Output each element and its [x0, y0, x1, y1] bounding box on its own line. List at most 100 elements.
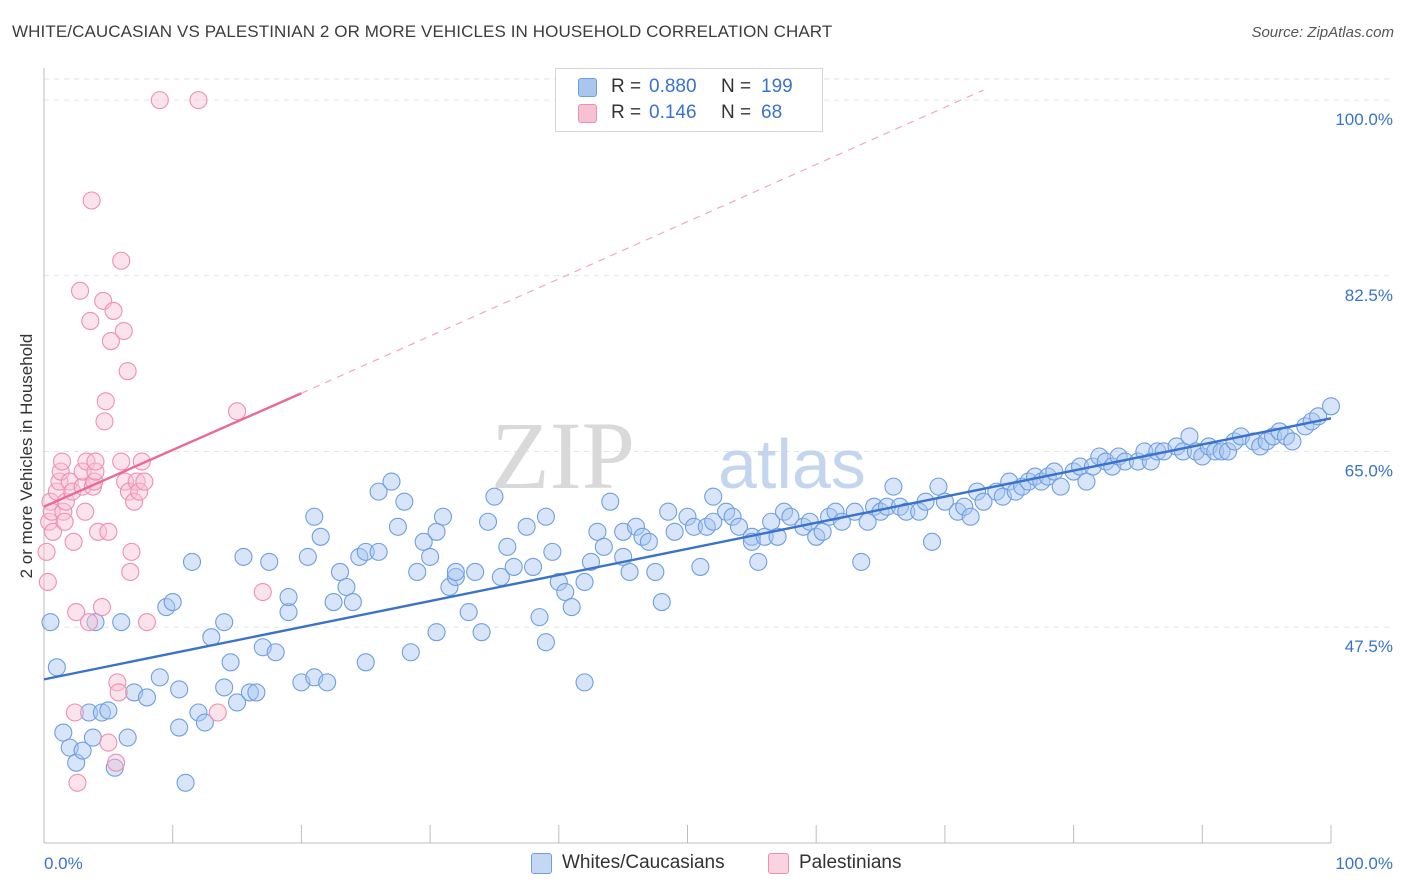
legend-item-palestinians[interactable]: Palestinians [768, 852, 901, 874]
white-caucasian-point [498, 537, 517, 556]
white-caucasian-point [478, 512, 498, 531]
white-caucasian-point [749, 552, 768, 571]
white-caucasian-point [536, 507, 555, 526]
white-caucasian-point [678, 507, 697, 526]
white-caucasian-point [182, 552, 202, 571]
white-caucasian-point [279, 587, 298, 607]
palestinian-point [107, 753, 126, 772]
legend-label-palestinians: Palestinians [799, 852, 902, 873]
legend-row-palestinians: R = 0.146 N = 68 [578, 100, 782, 126]
trend-lines [43, 89, 1332, 681]
white-caucasian-point [472, 623, 491, 642]
palestinian-point [89, 522, 108, 541]
palestinian-point [112, 452, 131, 471]
white-caucasian-point [388, 517, 407, 536]
white-caucasian-point [974, 492, 993, 511]
y-tick-labels: 47.5% 65.0% 82.5% 100.0% [1335, 110, 1393, 656]
white-caucasian-point [298, 547, 317, 566]
white-caucasian-point [41, 613, 60, 632]
legend-n-label: N = [721, 76, 752, 97]
palestinian-point [82, 191, 101, 210]
trend-line-palestinians [43, 392, 302, 508]
white-caucasian-point [337, 577, 356, 597]
white-caucasian-point [485, 487, 504, 506]
legend-n-label: N = [721, 102, 752, 123]
white-caucasian-point [729, 517, 749, 536]
white-caucasian-point [150, 668, 169, 687]
legend-swatch-blue [578, 77, 597, 97]
white-caucasian-point [459, 603, 478, 622]
palestinian-point [52, 452, 72, 471]
white-caucasian-point [215, 613, 234, 632]
white-caucasian-point [910, 502, 929, 521]
white-caucasian-point [195, 713, 214, 732]
palestinian-point [95, 412, 114, 431]
white-caucasian-point [395, 492, 414, 511]
white-caucasian-point [234, 547, 253, 566]
axes [43, 68, 1332, 844]
legend-r-label: R = [611, 102, 642, 123]
white-caucasian-point [813, 522, 832, 541]
palestinian-point [118, 362, 137, 381]
palestinian-point [81, 311, 100, 331]
white-caucasian-point [1218, 442, 1238, 461]
palestinian-point [65, 703, 84, 722]
palestinian-point [99, 733, 118, 752]
white-caucasian-point [112, 613, 131, 632]
x-tick-label: 100.0% [1335, 854, 1393, 873]
white-caucasian-point [646, 562, 665, 581]
legend-r-label: R = [611, 76, 642, 97]
white-caucasian-point [99, 701, 118, 720]
white-caucasian-point [594, 537, 613, 556]
white-caucasian-point [266, 643, 285, 662]
white-caucasian-point [305, 507, 324, 526]
white-caucasian-point [215, 678, 234, 697]
white-caucasian-point [601, 492, 620, 511]
series-legend: Whites/Caucasians Palestinians [0, 852, 1406, 878]
palestinian-point [130, 482, 149, 501]
x-tick-labels: 0.0% 100.0% [44, 854, 1393, 873]
palestinian-point [99, 522, 118, 541]
legend-swatch-blue [531, 852, 552, 874]
white-caucasian-point [922, 532, 942, 551]
white-caucasian-point [279, 603, 298, 622]
y-tick-label: 65.0% [1345, 461, 1393, 480]
white-caucasian-point [311, 527, 330, 546]
legend-item-whites[interactable]: Whites/Caucasians [531, 852, 725, 874]
white-caucasian-point [86, 613, 105, 632]
palestinian-point [109, 683, 128, 702]
white-caucasian-point [1141, 452, 1160, 471]
series-whites-points [41, 397, 1341, 792]
white-caucasian-point [356, 542, 375, 561]
palestinian-point [253, 582, 272, 602]
legend-label-whites: Whites/Caucasians [562, 852, 725, 873]
white-caucasian-point [543, 542, 562, 561]
y-tick-label: 82.5% [1345, 286, 1393, 305]
white-caucasian-point [704, 512, 723, 531]
white-caucasian-point [318, 673, 337, 692]
white-caucasian-point [588, 522, 607, 541]
legend-row-whites: R = 0.880 N = 199 [578, 74, 793, 100]
white-caucasian-point [260, 552, 279, 571]
series-palestinians-points [37, 91, 272, 792]
chart-title: WHITE/CAUCASIAN VS PALESTINIAN 2 OR MORE… [12, 22, 833, 41]
white-caucasian-point [929, 477, 948, 496]
white-caucasian-point [369, 542, 388, 561]
grid-lines [44, 78, 1392, 628]
palestinian-point [73, 462, 92, 481]
white-caucasian-point [581, 552, 601, 571]
y-tick-label: 100.0% [1335, 110, 1393, 129]
stats-legend: R = 0.880 N = 199 R = 0.146 N = 68 [555, 68, 823, 132]
palestinian-point [228, 402, 247, 421]
legend-swatch-pink [768, 852, 789, 874]
white-caucasian-point [47, 658, 66, 677]
palestinian-point [64, 532, 83, 551]
source-label: Source: ZipAtlas.com [1251, 24, 1394, 41]
white-caucasian-point [575, 673, 594, 692]
white-caucasian-point [240, 683, 259, 702]
white-caucasian-point [92, 703, 111, 722]
palestinian-point [43, 522, 63, 541]
palestinian-point [96, 392, 115, 411]
palestinian-point [79, 613, 99, 632]
white-caucasian-point [1045, 462, 1064, 481]
